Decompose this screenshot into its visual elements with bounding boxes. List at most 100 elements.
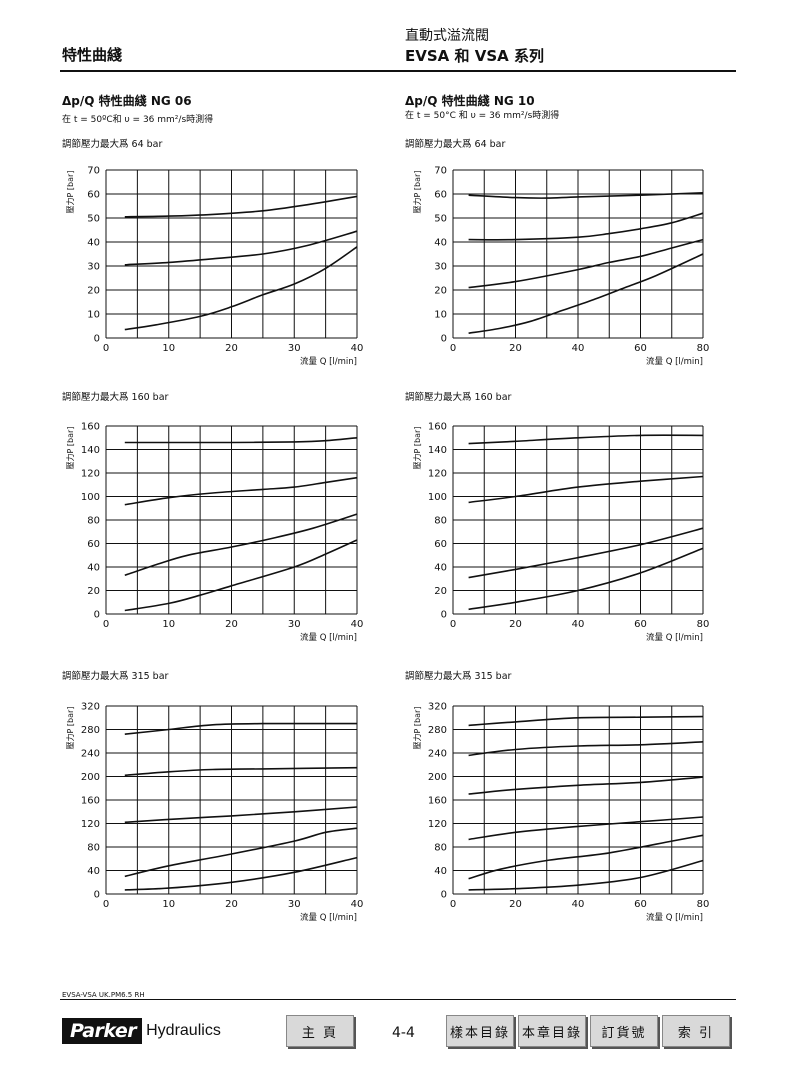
y-tick-label: 120 [428,469,447,480]
x-tick-label: 40 [572,343,585,354]
y-tick-label: 50 [87,214,100,225]
y-tick-label: 40 [434,866,447,877]
column-title-ng06: Δp/Q 特性曲綫 NG 06 [62,94,192,108]
column-title-ng10: Δp/Q 特性曲綫 NG 10 [405,94,535,108]
x-tick-label: 20 [225,343,238,354]
pressure-curve-2 [124,230,358,266]
y-tick-label: 0 [94,610,100,621]
chart-6: 0 40 80 120 160 200 240 280 320 0 20 40 60 80 壓力P [bar… [412,702,709,924]
y-tick-label: 40 [87,238,100,249]
x-tick-label: 60 [634,619,647,630]
chart-3: 0 20 40 60 80 100 120 140 160 0 10 20 30 40 壓力P [bar] 流… [65,422,363,644]
pressure-curve-4 [468,253,704,334]
x-tick-label: 20 [509,343,522,354]
x-axis-label: 流量 Q [l/min] [646,632,703,643]
y-tick-label: 240 [81,749,100,760]
page-number: 4-4 [392,1025,415,1041]
y-tick-label: 80 [434,843,447,854]
y-tick-label: 0 [94,334,100,345]
y-tick-label: 20 [434,586,447,597]
y-tick-label: 200 [81,772,100,783]
x-tick-label: 20 [509,899,522,910]
x-tick-label: 40 [351,899,364,910]
pressure-curve-3 [124,806,358,824]
column-conditions-ng10: 在 t = 50°C 和 υ = 36 mm²/s時測得 [405,111,560,121]
y-tick-label: 30 [434,262,447,273]
x-axis-label: 流量 Q [l/min] [646,356,703,367]
y-tick-label: 10 [87,310,100,321]
y-tick-label: 120 [428,819,447,830]
chart-caption: 調節壓力最大爲 315 bar [405,671,512,682]
home-button[interactable]: 主 頁 [286,1015,354,1047]
y-tick-label: 80 [87,843,100,854]
x-tick-label: 20 [509,619,522,630]
pressure-curve-1 [124,437,358,444]
x-axis-label: 流量 Q [l/min] [300,632,357,643]
y-tick-label: 70 [434,166,447,177]
pressure-curve-4 [468,816,704,841]
y-tick-label: 20 [87,586,100,597]
x-tick-label: 0 [103,619,109,630]
y-tick-label: 70 [87,166,100,177]
y-axis-label: 壓力P [bar] [412,171,422,214]
x-tick-label: 40 [572,619,585,630]
x-tick-label: 0 [103,899,109,910]
y-tick-label: 50 [434,214,447,225]
order-code-button[interactable]: 訂貨號 [590,1015,658,1047]
pressure-curve-3 [468,776,704,795]
page-section-title: 特性曲綫 [62,46,123,64]
x-tick-label: 10 [162,343,175,354]
x-tick-label: 20 [225,899,238,910]
y-tick-label: 280 [81,725,100,736]
y-tick-label: 30 [87,262,100,273]
y-tick-label: 60 [87,539,100,550]
file-code: EVSA-VSA UK.PM6.5 RH [62,991,145,999]
y-tick-label: 40 [434,238,447,249]
y-tick-label: 160 [81,422,100,433]
y-tick-label: 0 [94,890,100,901]
y-tick-label: 40 [434,563,447,574]
y-tick-label: 120 [81,469,100,480]
y-tick-label: 280 [428,725,447,736]
index-button[interactable]: 索 引 [662,1015,730,1047]
y-axis-label: 壓力P [bar] [65,171,75,214]
chart-1: 0 10 20 30 40 50 60 70 0 10 20 30 40 壓力P [bar] 流量 Q [l… [65,166,363,368]
product-series: EVSA 和 VSA 系列 [405,47,544,65]
y-tick-label: 320 [81,702,100,713]
x-axis-label: 流量 Q [l/min] [300,912,357,923]
y-tick-label: 160 [81,796,100,807]
y-tick-label: 320 [428,702,447,713]
x-tick-label: 60 [634,899,647,910]
y-tick-label: 0 [441,890,447,901]
logo-mark: Parker [62,1018,143,1044]
y-axis-label: 壓力P [bar] [412,427,422,470]
pressure-curve-1 [468,434,704,445]
y-tick-label: 40 [87,563,100,574]
x-tick-label: 80 [697,619,710,630]
y-tick-label: 60 [434,190,447,201]
chart-caption: 調節壓力最大爲 315 bar [62,671,169,682]
y-tick-label: 160 [428,422,447,433]
pressure-curve-6 [468,859,704,891]
x-tick-label: 0 [450,619,456,630]
pressure-curve-3 [124,513,358,576]
chapter-contents-button[interactable]: 本章目錄 [518,1015,586,1047]
chart-caption: 調節壓力最大爲 160 bar [405,392,512,403]
pressure-curve-4 [124,539,358,612]
x-tick-label: 80 [697,343,710,354]
pressure-curve-2 [124,766,358,777]
pressure-curve-2 [468,741,704,757]
y-axis-label: 壓力P [bar] [65,707,75,750]
pressure-curve-2 [468,212,704,241]
y-tick-label: 100 [81,492,100,503]
y-tick-label: 80 [434,516,447,527]
y-tick-label: 40 [87,866,100,877]
x-tick-label: 30 [288,899,301,910]
pressure-curve-1 [124,195,358,218]
x-tick-label: 0 [450,899,456,910]
chart-caption: 調節壓力最大爲 160 bar [62,392,169,403]
x-tick-label: 80 [697,899,710,910]
y-tick-label: 0 [441,334,447,345]
catalog-contents-button[interactable]: 樣本目錄 [446,1015,514,1047]
